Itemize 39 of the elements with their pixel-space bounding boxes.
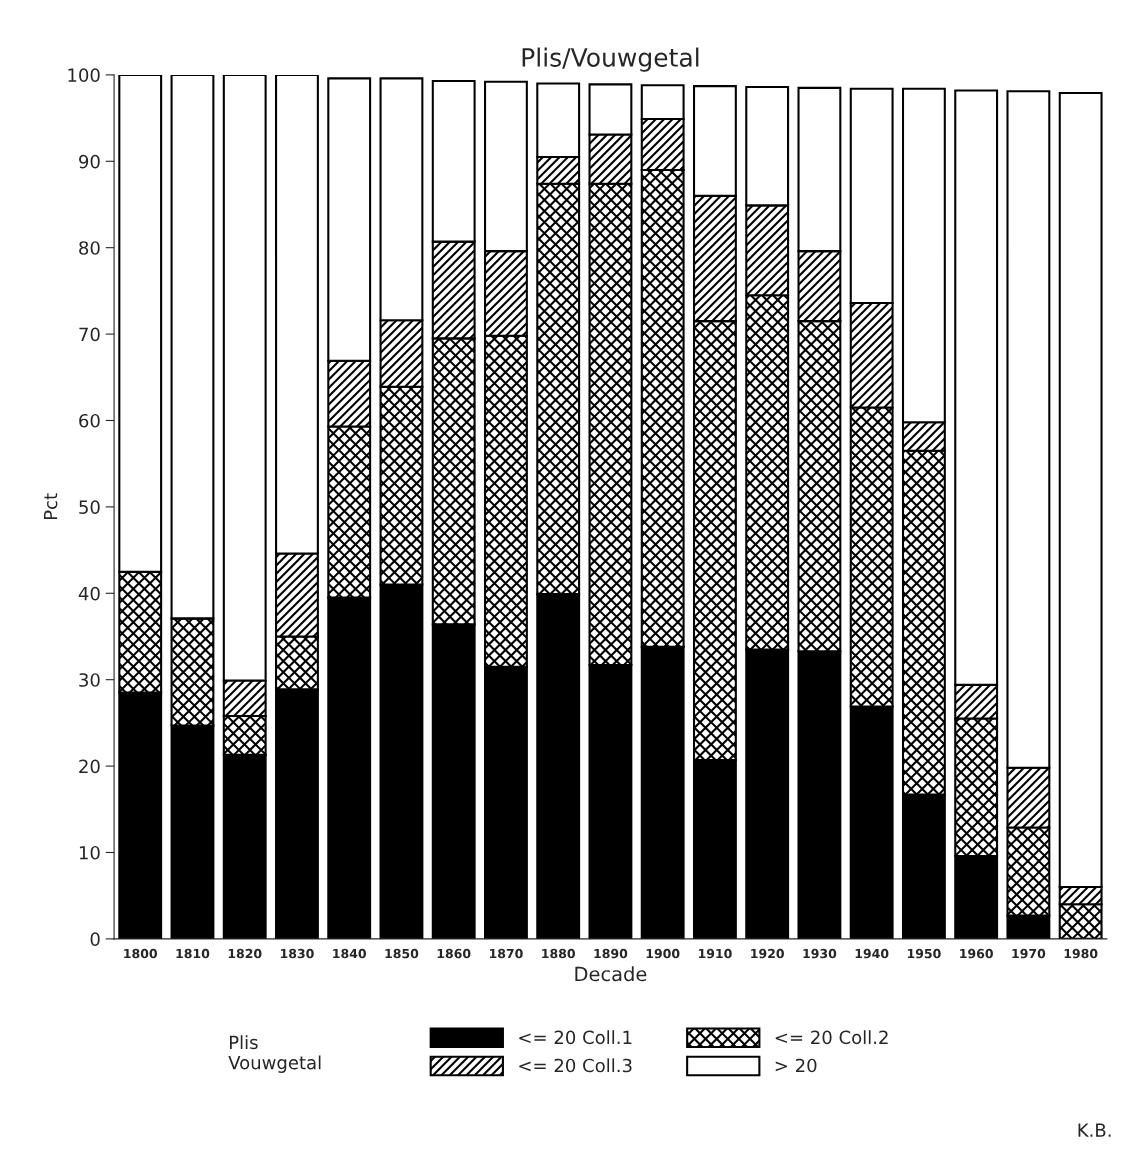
x-tick-label: 1900 <box>646 948 680 959</box>
y-tick-label: 50 <box>79 500 100 514</box>
x-tick-label: 1840 <box>333 948 366 959</box>
y-tick-label: 90 <box>79 154 100 169</box>
x-tick-label: 1950 <box>907 948 941 959</box>
y-tick-label: 0 <box>90 932 100 946</box>
legend-label: > 20 <box>775 1058 817 1073</box>
x-tick-label: 1860 <box>437 948 471 959</box>
x-tick-label: 1930 <box>803 948 837 959</box>
y-tick-label: 10 <box>79 845 100 860</box>
x-tick-label: 1920 <box>751 948 784 959</box>
chart-title: Plis/Vouwgetal <box>522 47 699 72</box>
y-tick-label: 30 <box>79 673 100 687</box>
x-tick-label: 1850 <box>385 948 419 959</box>
x-tick-label: 1820 <box>228 948 262 959</box>
y-axis-title: Pct <box>43 493 58 520</box>
legend-label: <= 20 Coll.1 <box>519 1030 632 1045</box>
x-tick-label: 1830 <box>280 948 314 959</box>
y-tick-label: 40 <box>78 586 100 601</box>
legend-label: <= 20 Coll.3 <box>519 1058 632 1073</box>
x-tick-label: 1980 <box>1064 948 1098 959</box>
y-tick-label: 70 <box>79 327 100 342</box>
legend-label: <= 20 Coll.2 <box>775 1030 888 1045</box>
x-tick-label: 1890 <box>594 948 628 959</box>
x-tick-label: 1800 <box>124 948 158 959</box>
x-tick-label: 1970 <box>1012 948 1046 959</box>
y-tick-label: 80 <box>79 241 100 255</box>
x-tick-label: 1940 <box>855 948 889 959</box>
x-tick-label: 1810 <box>176 948 210 959</box>
y-tick-label: 100 <box>68 68 100 82</box>
x-tick-label: 1960 <box>960 948 993 959</box>
y-tick-label: 20 <box>79 759 100 774</box>
legend-title: Plis Vouwgetal <box>228 1035 321 1073</box>
x-axis-title: Decade <box>575 966 647 982</box>
y-tick-label: 60 <box>79 413 100 428</box>
x-tick-label: 1870 <box>489 948 523 959</box>
text: K.B. <box>1078 1123 1111 1137</box>
x-tick-label: 1880 <box>542 948 575 959</box>
x-tick-label: 1910 <box>698 948 732 959</box>
